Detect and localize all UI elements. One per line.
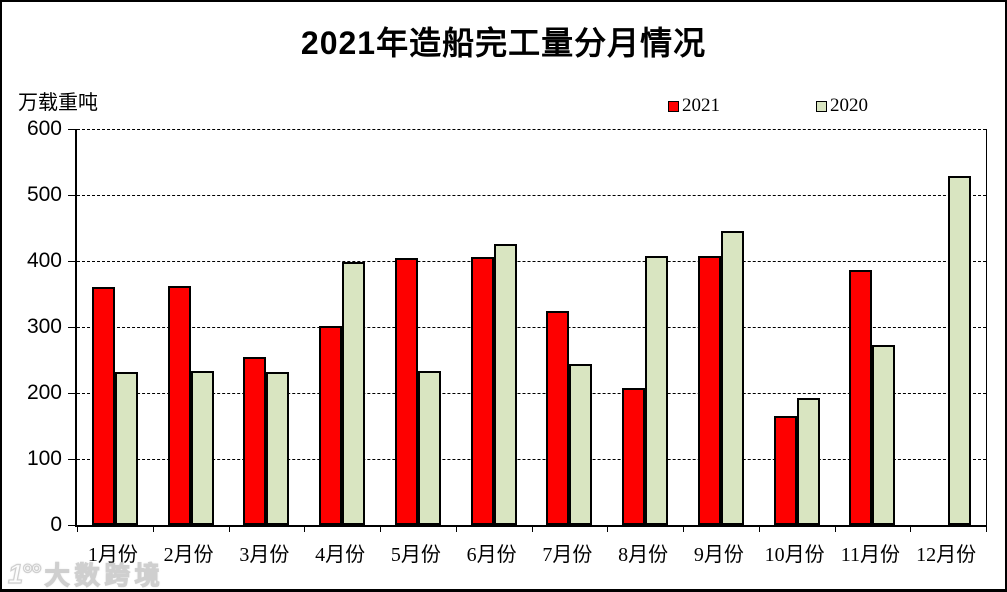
bar-2021-4月份 [319,326,343,525]
bar-2020-10月份 [796,397,820,525]
y-axis-label-400: 400 [26,249,62,272]
y-axis-label-600: 600 [26,117,62,140]
watermark: 1°° 大数跨境 [7,556,165,590]
x-axis-label-7: 7月份 [542,544,593,566]
x-tick-1 [152,527,154,532]
legend-item-2020: 2020 [816,95,868,117]
x-axis-label-12: 12月份 [916,544,977,566]
y-axis-label-500: 500 [26,183,62,206]
x-tick-9 [758,527,760,532]
x-tick-8 [683,527,684,532]
legend-item-2021: 2021 [668,95,720,117]
x-axis-label-8: 8月份 [618,544,669,566]
y-tick-100 [68,459,77,460]
x-axis-label-9: 9月份 [693,544,744,566]
watermark-brand-text: 大数跨境 [44,561,165,590]
watermark-logo: 1°° [7,558,41,589]
bar-2020-9月份 [720,230,744,525]
y-tick-0 [68,525,77,526]
bar-2021-5月份 [394,257,418,525]
bar-2021-8月份 [622,387,646,525]
x-axis-label-4: 4月份 [315,544,366,566]
bar-2021-1月份 [91,287,115,525]
legend-label-2020: 2020 [830,95,868,116]
bar-2020-6月份 [493,243,517,525]
x-axis-label-2: 2月份 [163,544,214,566]
bar-2020-11月份 [872,345,896,525]
bar-2020-5月份 [417,370,441,525]
gridline-200 [77,393,986,394]
legend-label-2021: 2021 [682,95,720,116]
legend-swatch-2021 [668,100,679,112]
y-axis-label-300: 300 [26,315,62,338]
bar-2021-11月份 [849,269,873,525]
x-tick-10 [834,527,836,532]
x-tick-12 [986,527,987,532]
y-tick-600 [68,129,77,130]
x-axis-label-5: 5月份 [390,544,441,566]
y-axis-unit-label: 万载重吨 [18,92,98,114]
bar-2020-8月份 [645,256,669,525]
gridline-100 [77,459,986,460]
x-axis-label-1: 1月份 [87,544,138,566]
y-tick-300 [68,327,77,328]
x-tick-2 [228,527,230,532]
x-axis-label-11: 11月份 [840,544,900,566]
bar-2021-10月份 [773,416,797,525]
x-axis-label-3: 3月份 [239,544,290,566]
bar-2021-7月份 [546,310,570,525]
legend-swatch-2020 [816,100,827,112]
bar-2020-4月份 [342,262,366,525]
x-axis-label-10: 10月份 [764,544,825,566]
x-tick-7 [607,527,609,532]
plot-area [68,129,987,532]
bar-2020-2月份 [190,370,214,525]
bar-2021-3月份 [243,357,267,525]
y-tick-400 [68,261,77,262]
bar-2020-1月份 [114,371,138,525]
x-tick-0 [77,527,78,532]
bar-2020-12月份 [948,175,972,525]
x-tick-5 [455,527,457,532]
gridline-500 [77,195,986,196]
x-tick-6 [531,527,533,532]
gridline-600 [77,129,986,130]
x-tick-4 [380,527,381,532]
bar-2021-2月份 [167,286,191,525]
gridline-400 [77,261,986,262]
chart-title: 2021年造船完工量分月情况 [300,25,707,61]
y-tick-500 [68,195,77,196]
bar-2020-3月份 [266,371,290,525]
gridline-300 [77,327,986,328]
y-axis-label-100: 100 [26,447,62,470]
x-axis-label-6: 6月份 [466,544,517,566]
bar-2020-7月份 [569,363,593,525]
y-tick-200 [68,393,77,394]
x-tick-11 [910,527,912,532]
bar-2021-9月份 [697,255,721,525]
y-axis-label-0: 0 [50,513,62,536]
y-axis-label-200: 200 [26,381,62,404]
bar-2021-6月份 [470,257,494,525]
x-tick-3 [304,527,306,532]
